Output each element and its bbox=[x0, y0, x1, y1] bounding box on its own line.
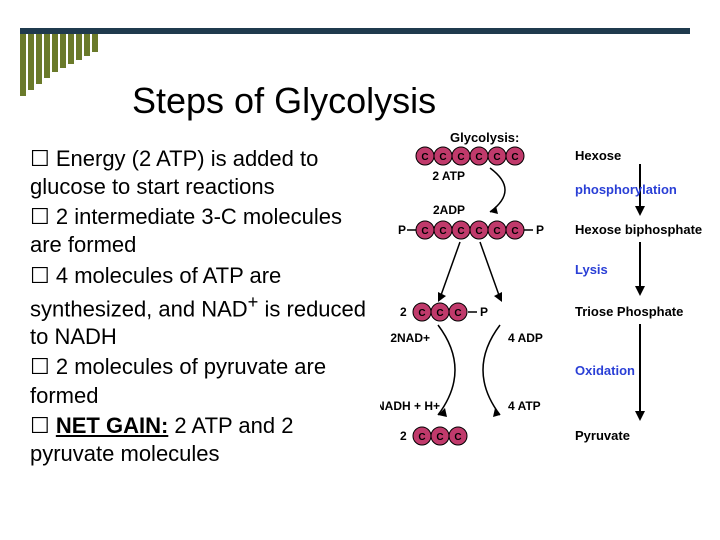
svg-text:C: C bbox=[436, 432, 443, 443]
svg-text:C: C bbox=[475, 226, 482, 237]
hexose-chain: CCCCCC bbox=[416, 147, 524, 165]
svg-text:C: C bbox=[439, 226, 446, 237]
pyruvate-chain: CCC bbox=[413, 427, 467, 445]
svg-text:C: C bbox=[457, 152, 464, 163]
oxidation-arc-right bbox=[483, 325, 500, 415]
svg-text:C: C bbox=[454, 308, 461, 319]
svg-text:C: C bbox=[493, 152, 500, 163]
stage-pyruvate: Pyruvate bbox=[575, 428, 630, 443]
bullet-item: ☐ 2 molecules of pyruvate are formed bbox=[30, 353, 375, 409]
p-left: P bbox=[398, 223, 406, 237]
slide-title: Steps of Glycolysis bbox=[132, 80, 436, 122]
svg-text:C: C bbox=[421, 152, 428, 163]
bullet-list: ☐ Energy (2 ATP) is added to glucose to … bbox=[30, 145, 375, 470]
label-4adp: 4 ADP bbox=[508, 331, 543, 345]
svg-text:C: C bbox=[436, 308, 443, 319]
svg-text:C: C bbox=[511, 152, 518, 163]
bullet-item: ☐ 2 intermediate 3-C molecules are forme… bbox=[30, 203, 375, 259]
accent-bars bbox=[20, 34, 98, 96]
glycolysis-diagram: Glycolysis: CCCCCC Hexose 2 ATP 2ADP pho… bbox=[380, 130, 710, 530]
biphosphate-chain: CCCCCC bbox=[416, 221, 524, 239]
svg-text:C: C bbox=[457, 226, 464, 237]
label-4atp: 4 ATP bbox=[508, 399, 541, 413]
triose-chain: CCC bbox=[413, 303, 467, 321]
svg-text:C: C bbox=[418, 308, 425, 319]
label-two-1: 2 bbox=[400, 305, 407, 319]
svg-text:C: C bbox=[439, 152, 446, 163]
label-two-2: 2 bbox=[400, 429, 407, 443]
accent-topbar bbox=[20, 28, 690, 34]
svg-text:C: C bbox=[418, 432, 425, 443]
svg-text:C: C bbox=[475, 152, 482, 163]
oxidation-arc-left bbox=[438, 325, 455, 415]
stage-phosphorylation: phosphorylation bbox=[575, 182, 677, 197]
svg-text:C: C bbox=[421, 226, 428, 237]
bullet-item: ☐ Energy (2 ATP) is added to glucose to … bbox=[30, 145, 375, 201]
svg-text:C: C bbox=[511, 226, 518, 237]
bullet-item: ☐ 4 molecules of ATP are synthesized, an… bbox=[30, 262, 375, 352]
stage-hexose: Hexose bbox=[575, 148, 621, 163]
label-2adp: 2ADP bbox=[433, 203, 465, 217]
bullet-item: ☐ NET GAIN: 2 ATP and 2 pyruvate molecul… bbox=[30, 412, 375, 468]
p-triose: P bbox=[480, 305, 488, 319]
diagram-header: Glycolysis: bbox=[450, 130, 519, 145]
stage-triose: Triose Phosphate bbox=[575, 304, 683, 319]
p-right: P bbox=[536, 223, 544, 237]
stage-oxidation: Oxidation bbox=[575, 363, 635, 378]
svg-text:C: C bbox=[493, 226, 500, 237]
label-2nadh: 2NADH + H+ bbox=[380, 399, 440, 413]
stage-lysis: Lysis bbox=[575, 262, 608, 277]
label-2atp: 2 ATP bbox=[432, 169, 465, 183]
svg-text:C: C bbox=[454, 432, 461, 443]
phosphorylation-arc bbox=[490, 168, 505, 212]
stage-biphosphate: Hexose biphosphate bbox=[575, 222, 702, 237]
label-2nad: 2NAD+ bbox=[390, 331, 430, 345]
